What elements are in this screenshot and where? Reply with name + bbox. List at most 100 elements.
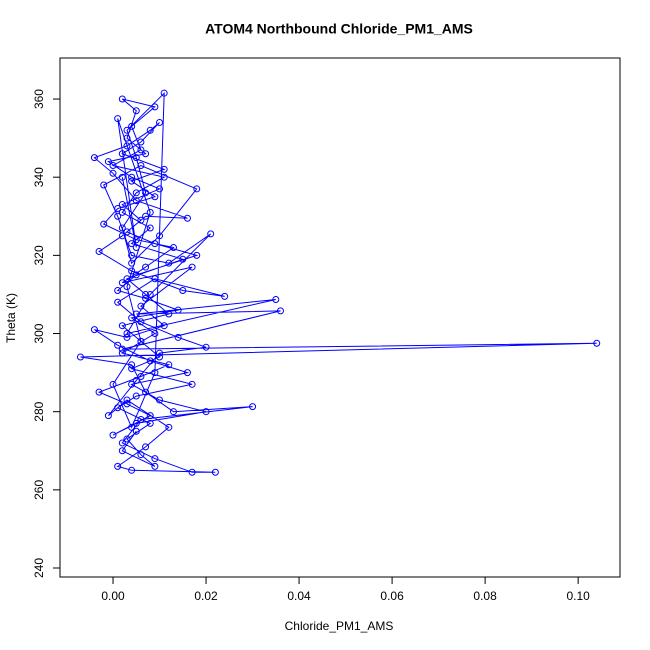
- data-point: [123, 134, 131, 142]
- data-point: [104, 158, 112, 166]
- data-point: [128, 361, 136, 369]
- data-point: [123, 435, 131, 443]
- data-point: [151, 369, 159, 377]
- data-point: [183, 214, 191, 222]
- data-point: [188, 380, 196, 388]
- data-point: [146, 290, 154, 298]
- data-point: [123, 333, 131, 341]
- data-point: [165, 310, 173, 318]
- data-point: [165, 259, 173, 267]
- data-point: [137, 146, 145, 154]
- data-point: [146, 208, 154, 216]
- data-point: [137, 337, 145, 345]
- data-point: [109, 169, 117, 177]
- data-point: [128, 466, 136, 474]
- y-tick-label: 260: [32, 480, 46, 500]
- y-tick-label: 240: [32, 558, 46, 578]
- data-point: [207, 230, 215, 238]
- data-point: [123, 396, 131, 404]
- data-point: [114, 115, 122, 123]
- data-point: [165, 423, 173, 431]
- data-point: [160, 165, 168, 173]
- data-point: [156, 353, 164, 361]
- data-point: [160, 89, 168, 97]
- data-point: [179, 255, 187, 263]
- data-point: [132, 154, 140, 162]
- data-point: [118, 224, 126, 232]
- data-point: [114, 204, 122, 212]
- data-point: [123, 275, 131, 283]
- data-point: [128, 423, 136, 431]
- x-tick-label: 0.00: [101, 589, 125, 603]
- data-point: [128, 365, 136, 373]
- y-tick-label: 320: [32, 245, 46, 265]
- data-point: [132, 310, 140, 318]
- data-point: [132, 271, 140, 279]
- data-point: [188, 468, 196, 476]
- data-point: [165, 361, 173, 369]
- data-point: [128, 267, 136, 275]
- data-point: [132, 197, 140, 205]
- data-point: [132, 376, 140, 384]
- data-point: [202, 408, 210, 416]
- data-point: [90, 154, 98, 162]
- data-point: [137, 216, 145, 224]
- plot-frame: [59, 57, 621, 578]
- data-point: [179, 287, 187, 295]
- data-point: [151, 275, 159, 283]
- data-point: [151, 240, 159, 248]
- data-point: [146, 357, 154, 365]
- data-point: [95, 247, 103, 255]
- data-point: [146, 224, 154, 232]
- data-point: [90, 326, 98, 334]
- data-point: [188, 263, 196, 271]
- data-point: [118, 150, 126, 158]
- data-point: [123, 228, 131, 236]
- x-tick-label: 0.10: [566, 589, 590, 603]
- data-point: [156, 185, 164, 193]
- data-point: [137, 302, 145, 310]
- data-point: [183, 369, 191, 377]
- data-point: [114, 404, 122, 412]
- data-point: [132, 419, 140, 427]
- data-point: [146, 412, 154, 420]
- data-point: [109, 431, 117, 439]
- data-point: [137, 373, 145, 381]
- data-point: [156, 118, 164, 126]
- data-point: [128, 173, 136, 181]
- data-point: [118, 322, 126, 330]
- y-axis-label: Theta (K): [4, 293, 18, 343]
- data-point: [137, 318, 145, 326]
- data-point: [272, 296, 280, 304]
- data-point: [151, 330, 159, 338]
- data-point: [156, 232, 164, 240]
- y-tick-label: 340: [32, 167, 46, 187]
- data-point: [123, 142, 131, 150]
- data-point: [137, 138, 145, 146]
- data-point: [123, 283, 131, 291]
- data-point: [593, 339, 601, 347]
- data-point: [193, 185, 201, 193]
- data-point: [114, 298, 122, 306]
- data-point: [118, 349, 126, 357]
- data-point: [142, 290, 150, 298]
- data-point: [114, 462, 122, 470]
- data-point: [142, 388, 150, 396]
- data-point: [118, 447, 126, 455]
- data-point: [132, 244, 140, 252]
- y-tick-label: 360: [32, 89, 46, 109]
- data-point: [137, 416, 145, 424]
- data-point: [221, 292, 229, 300]
- data-point: [109, 161, 117, 169]
- data-point: [114, 341, 122, 349]
- data-point: [132, 107, 140, 115]
- data-point: [142, 263, 150, 271]
- data-point: [137, 451, 145, 459]
- data-point: [132, 189, 140, 197]
- data-point: [128, 177, 136, 185]
- data-point: [100, 181, 108, 189]
- data-point: [146, 419, 154, 427]
- data-point: [118, 173, 126, 181]
- data-point: [142, 212, 150, 220]
- data-point: [118, 208, 126, 216]
